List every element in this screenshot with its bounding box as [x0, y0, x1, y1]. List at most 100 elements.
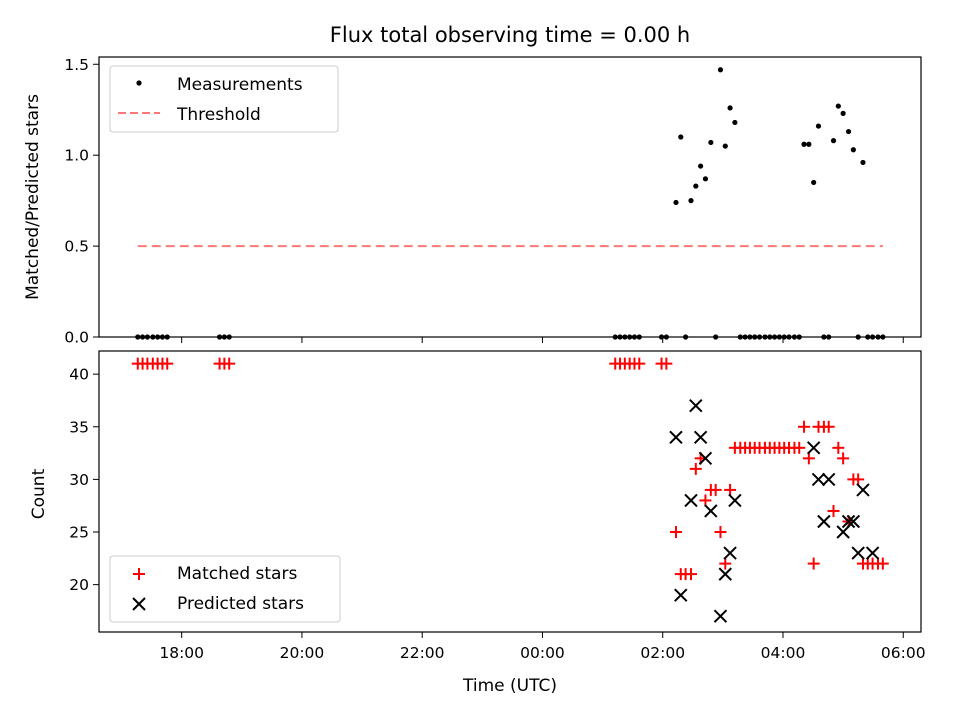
- legend-matched-marker: [133, 568, 145, 580]
- measurements-point: [631, 334, 638, 340]
- measurements-point: [815, 123, 822, 129]
- matched-stars-point: [822, 420, 835, 433]
- top-axes-frame: [98, 56, 922, 338]
- legend-threshold-label: Threshold: [176, 105, 261, 125]
- top-ytick-label: 0.5: [64, 238, 89, 256]
- predicted-stars-point: [846, 514, 861, 529]
- predicted-stars-point: [713, 609, 728, 623]
- measurements-point: [693, 183, 699, 189]
- predicted-stars-point: [821, 472, 836, 487]
- top-plot: 0.0 0.5 1.0 1.5: [64, 56, 922, 347]
- measurements-point: [737, 334, 743, 340]
- measurements-point: [226, 334, 232, 340]
- measurements-point: [742, 334, 748, 340]
- measurements-point: [702, 176, 709, 182]
- bottom-plot: 20 25 30 35 40 18:00 20:00 22:00 00:00 02:00 04:00…: [69, 350, 926, 662]
- measurements-point: [159, 334, 166, 340]
- measurements-point: [869, 334, 876, 340]
- measurements-point: [767, 334, 773, 340]
- bottom-xtick-label: 06:00: [881, 644, 926, 662]
- matched-stars-point: [709, 483, 722, 496]
- measurements-point: [627, 334, 633, 340]
- matched-stars-point: [161, 357, 174, 370]
- measurements-point: [698, 163, 704, 169]
- matched-stars-point: [827, 504, 840, 517]
- matched-stars-point: [876, 557, 889, 570]
- predicted-stars-point: [674, 588, 688, 602]
- matched-stars-point: [807, 557, 820, 570]
- matched-stars-point: [714, 526, 727, 539]
- matched-stars-point: [633, 357, 646, 370]
- measurements-point: [636, 334, 642, 340]
- measurements-point: [801, 141, 807, 147]
- measurements-point: [850, 147, 856, 153]
- legend-predicted-label: Predicted stars: [177, 594, 304, 614]
- measurements-point: [663, 334, 669, 340]
- measurements-point: [221, 334, 227, 340]
- legend-matched-label: Matched stars: [177, 564, 297, 584]
- predicted-stars-point: [728, 493, 742, 508]
- bottom-legend-box: [109, 555, 341, 623]
- legend-measurements-label: Measurements: [177, 75, 303, 95]
- legend-measurements-marker: [136, 80, 142, 86]
- matched-stars-point: [684, 568, 697, 581]
- measurements-point: [688, 198, 694, 204]
- measurements-point: [717, 67, 724, 73]
- measurements-point: [791, 334, 798, 340]
- measurements-point: [875, 334, 881, 340]
- matched-stars-point: [724, 483, 737, 496]
- predicted-stars-point: [811, 472, 826, 487]
- top-ytick-label: 0.0: [64, 329, 89, 347]
- matched-stars-point: [837, 452, 850, 465]
- predicted-stars-point: [851, 546, 865, 560]
- measurements-point: [622, 334, 628, 340]
- matched-stars-point: [669, 526, 682, 539]
- measurements-point: [830, 138, 837, 144]
- bottom-ytick-label: 30: [69, 471, 89, 489]
- matched-stars-point: [798, 420, 811, 433]
- top-data-layer: [135, 67, 886, 340]
- bottom-xtick-label: 00:00: [520, 644, 565, 662]
- bottom-xtick-label: 04:00: [761, 644, 806, 662]
- measurements-point: [135, 334, 141, 340]
- bottom-xtick-label: 02:00: [640, 644, 685, 662]
- predicted-stars-point: [836, 525, 850, 539]
- measurements-point: [150, 334, 156, 340]
- measurements-point: [612, 334, 618, 340]
- predicted-stars-point: [689, 399, 703, 413]
- measurements-point: [722, 143, 728, 149]
- predicted-stars-point: [806, 441, 821, 455]
- measurements-point: [865, 334, 871, 340]
- predicted-stars-point: [698, 451, 713, 466]
- matched-stars-point: [223, 357, 236, 370]
- predicted-stars-point: [718, 567, 732, 581]
- measurements-point: [756, 334, 763, 340]
- measurements-point: [781, 334, 787, 340]
- top-ylabel: Matched/Predicted stars: [23, 94, 43, 300]
- bottom-xtick-label: 22:00: [400, 644, 445, 662]
- measurements-point: [216, 334, 223, 340]
- top-ytick-label: 1.5: [64, 56, 89, 74]
- measurements-point: [821, 334, 827, 340]
- measurements-point: [752, 334, 758, 340]
- predicted-stars-point: [693, 430, 708, 445]
- matched-stars-point: [793, 441, 806, 454]
- measurements-point: [771, 334, 778, 340]
- measurements-point: [617, 334, 623, 340]
- measurements-point: [678, 134, 684, 140]
- measurements-point: [139, 334, 146, 340]
- measurements-point: [860, 159, 866, 166]
- measurements-point: [747, 334, 753, 340]
- measurements-point: [732, 119, 738, 126]
- measurements-point: [880, 334, 886, 340]
- legend-predicted-marker: [132, 597, 146, 611]
- measurements-point: [776, 334, 782, 340]
- predicted-stars-point: [841, 514, 856, 529]
- measurements-point: [855, 334, 861, 340]
- bottom-xtick-label: 20:00: [280, 644, 325, 662]
- measurements-point: [727, 105, 733, 111]
- bottom-ytick-label: 25: [69, 524, 89, 542]
- measurements-point: [708, 139, 714, 146]
- matched-stars-point: [832, 441, 845, 454]
